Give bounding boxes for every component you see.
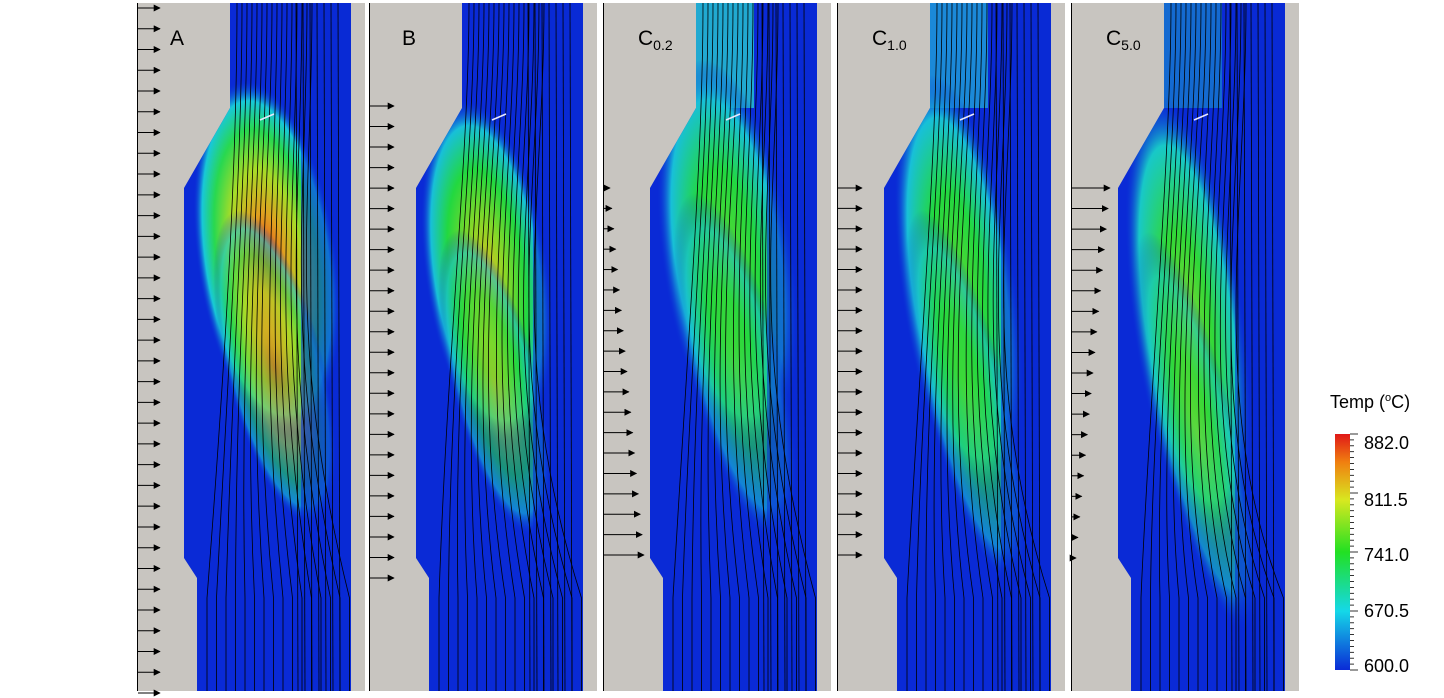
panel-label-C50: C5.0 (1106, 27, 1141, 53)
colorbar-title: Temp (oC) (1330, 392, 1411, 412)
panel-label-A: A (170, 27, 184, 50)
colorbar-tick-2: 741.0 (1364, 545, 1410, 565)
colorbar-minor-ticks (1350, 433, 1358, 671)
panel-label-C10: C1.0 (872, 27, 907, 53)
panel-B: B (369, 3, 597, 691)
colorbar (1335, 434, 1350, 670)
panel-C02: C0.2 (603, 3, 831, 691)
panel-label-C02: C0.2 (638, 27, 673, 53)
panel-A: A (137, 3, 365, 697)
panel-label-B: B (402, 27, 416, 50)
colorbar-tick-1: 811.5 (1364, 490, 1408, 510)
colorbar-tick-0: 882.0 (1364, 433, 1410, 453)
colorbar-tick-3: 670.5 (1364, 601, 1410, 621)
panel-C50: C5.0 (1069, 3, 1299, 691)
panel-C10: C1.0 (837, 3, 1065, 691)
colorbar-tick-4: 600.0 (1364, 656, 1410, 676)
